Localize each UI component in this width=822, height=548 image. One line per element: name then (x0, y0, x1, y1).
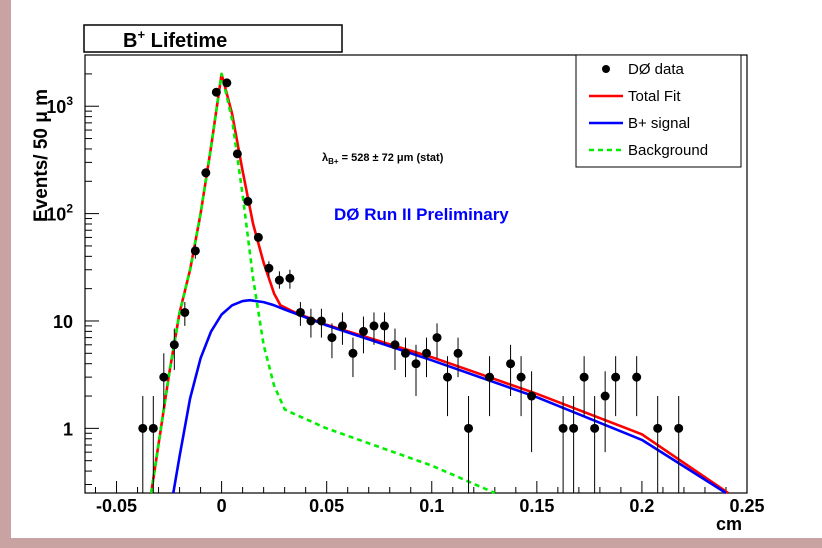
data-point (464, 423, 474, 433)
data-point (232, 149, 242, 159)
data-point (169, 340, 179, 350)
y-axis-label: Events/ 50 μ m (31, 89, 52, 222)
legend-label: Total Fit (628, 88, 681, 105)
data-point (569, 423, 579, 433)
plot-frame (84, 54, 748, 494)
data-point (653, 423, 663, 433)
data-point (432, 333, 442, 343)
y-tick-label: 10 (53, 312, 73, 332)
x-tick-label: 0.05 (309, 496, 344, 516)
data-point (379, 321, 389, 331)
data-point (506, 359, 516, 369)
legend: DØ data Total Fit B+ signal Background (575, 54, 742, 168)
data-point (306, 316, 316, 326)
x-tick-label: 0.15 (519, 496, 554, 516)
data-point (348, 348, 358, 358)
data-point (148, 423, 158, 433)
data-point (400, 348, 410, 358)
frame-left-border (0, 0, 11, 548)
data-point (485, 372, 495, 382)
data-point (674, 423, 684, 433)
data-point (411, 359, 421, 369)
data-point (516, 372, 526, 382)
data-point (243, 196, 253, 206)
data-point (558, 423, 568, 433)
title-box (83, 24, 343, 53)
data-point (358, 326, 368, 336)
legend-label: DØ data (628, 61, 685, 78)
data-point (264, 263, 274, 273)
legend-box (575, 54, 742, 168)
x-tick-label: 0.1 (419, 496, 444, 516)
frame-bottom-border (0, 538, 822, 548)
data-point (211, 87, 221, 97)
lifetime-annotation: λB+ = 528 ± 72 μm (stat) (322, 152, 444, 166)
data-point (632, 372, 642, 382)
data-point (527, 391, 537, 401)
data-point (337, 321, 347, 331)
data-point (190, 246, 200, 256)
x-axis-label: cm (716, 514, 742, 534)
curve-background (149, 72, 496, 495)
data-point (579, 372, 589, 382)
data-point (611, 372, 621, 382)
y-tick-label: 103 (46, 94, 73, 117)
data-point (285, 273, 295, 283)
data-point (422, 348, 432, 358)
chart: B+ Lifetime Events/ 50 μ m λB+ = 528 ± 7… (31, 24, 765, 534)
legend-label: Background (628, 142, 708, 159)
data-point (274, 275, 284, 285)
curve-b-signal (172, 298, 727, 495)
x-tick-label: 0.2 (629, 496, 654, 516)
data-point (443, 372, 453, 382)
data-point (253, 232, 263, 242)
x-tick-label: 0 (217, 496, 227, 516)
data-point (138, 423, 148, 433)
data-point (295, 307, 305, 317)
data-point (180, 307, 190, 317)
data-point (369, 321, 379, 331)
chart-title: B+ Lifetime (123, 27, 227, 52)
data-point (600, 391, 610, 401)
legend-marker (602, 65, 610, 73)
preliminary-label: DØ Run II Preliminary (334, 205, 509, 224)
data-point (159, 372, 169, 382)
data-point (222, 78, 232, 88)
data-point (390, 340, 400, 350)
x-tick-label: 0.25 (729, 496, 764, 516)
y-tick-label: 1 (63, 419, 73, 439)
data-point (590, 423, 600, 433)
x-tick-label: -0.05 (96, 496, 137, 516)
legend-label: B+ signal (628, 115, 690, 132)
data-point (201, 168, 211, 178)
y-tick-label: 102 (46, 202, 73, 225)
data-point (453, 348, 463, 358)
data-point (327, 333, 337, 343)
data-point (316, 316, 326, 326)
